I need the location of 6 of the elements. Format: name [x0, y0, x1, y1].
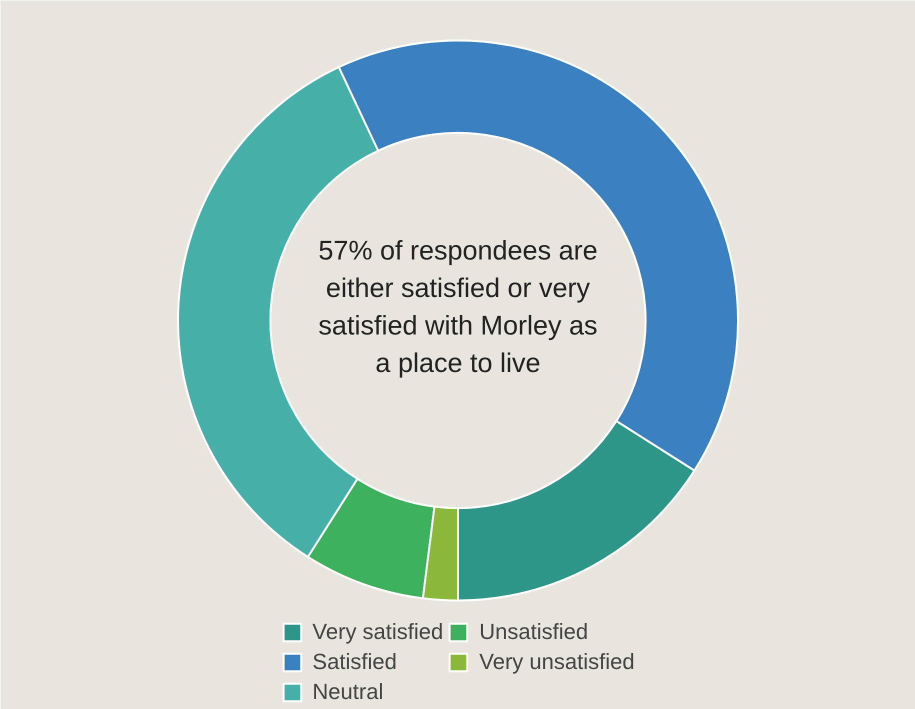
- legend-label: Neutral: [312, 679, 384, 705]
- legend-label: Unsatisfied: [479, 619, 588, 645]
- legend-label: Satisfied: [312, 649, 397, 675]
- legend-label: Very unsatisfied: [479, 649, 635, 675]
- text: 57% of respondees are either satisfied or very satisfied with Morley as a place to live: [318, 235, 598, 378]
- legend-label: Very satisfied: [312, 619, 444, 645]
